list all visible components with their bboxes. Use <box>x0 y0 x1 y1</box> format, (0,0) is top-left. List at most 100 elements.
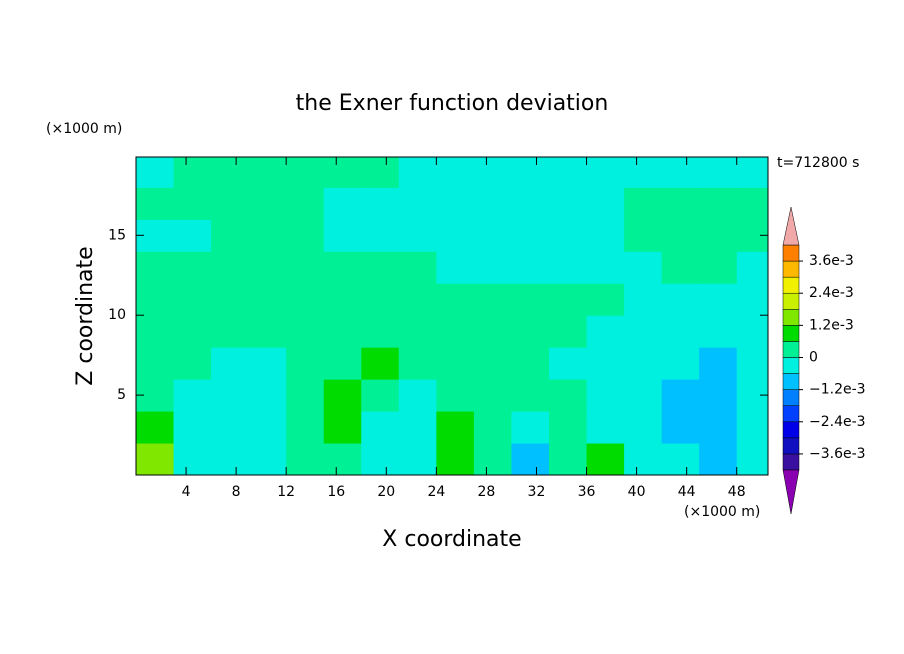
y-tick-label: 5 <box>117 387 126 403</box>
contour-cell <box>624 347 663 380</box>
chart-title: the Exner function deviation <box>296 91 609 116</box>
colorbar-label: 0 <box>809 350 818 366</box>
colorbar-label: −1.2e-3 <box>809 382 866 398</box>
x-tick-label: 44 <box>678 484 696 500</box>
contour-cell <box>286 157 325 188</box>
contour-cell <box>586 315 625 348</box>
contour-cell <box>511 379 550 412</box>
contour-cell <box>323 443 362 476</box>
contour-cell <box>248 187 287 220</box>
contour-cell <box>473 411 512 444</box>
contour-cell <box>586 219 625 252</box>
contour-cell <box>211 315 250 348</box>
contour-cell <box>624 251 663 284</box>
colorbar-band <box>782 309 800 326</box>
colorbar-label: 1.2e-3 <box>809 317 854 333</box>
contour-cell <box>173 347 212 380</box>
contour-cell <box>661 443 700 476</box>
contour-cell <box>624 315 663 348</box>
x-axis-label: X coordinate <box>382 527 521 552</box>
colorbar-label: 2.4e-3 <box>809 285 854 301</box>
contour-cell <box>323 411 362 444</box>
contour-cell <box>548 283 588 316</box>
contour-cell <box>136 251 175 284</box>
contour-cell <box>511 411 550 444</box>
contour-cell <box>136 411 175 444</box>
contour-cell <box>736 157 769 188</box>
contour-cell <box>248 219 287 252</box>
contour-cell <box>173 283 212 316</box>
contour-cell <box>323 315 362 348</box>
contour-cell <box>511 187 550 220</box>
contour-cell <box>661 157 700 188</box>
plot-frame <box>135 156 769 476</box>
contour-cell <box>548 443 588 476</box>
contour-cell <box>586 347 625 380</box>
colorbar-band <box>782 405 800 423</box>
contour-cell <box>286 379 325 412</box>
contour-cell <box>699 347 738 380</box>
x-tick-label: 28 <box>478 484 496 500</box>
contour-cell <box>361 315 400 348</box>
x-tick-label: 36 <box>578 484 596 500</box>
contour-cell <box>173 187 212 220</box>
contour-cell <box>473 251 512 284</box>
contour-cell <box>624 157 663 188</box>
contour-cell <box>436 443 475 476</box>
contour-cell <box>248 315 287 348</box>
contour-cell <box>586 411 625 444</box>
contour-cell <box>661 251 700 284</box>
contour-cell <box>548 187 588 220</box>
contour-cell <box>361 157 400 188</box>
colorbar-label: −2.4e-3 <box>809 414 866 430</box>
contour-cell <box>323 379 362 412</box>
contour-cell <box>436 283 475 316</box>
contour-cell <box>286 187 325 220</box>
contour-cell <box>398 283 437 316</box>
contour-cell <box>136 157 175 188</box>
x-tick-label: 12 <box>277 484 295 500</box>
contour-cell <box>136 283 175 316</box>
contour-cell <box>548 315 588 348</box>
contour-cell <box>736 347 769 380</box>
contour-cell <box>624 187 663 220</box>
contour-cell <box>548 347 588 380</box>
contour-cell <box>286 251 325 284</box>
colorbar-under <box>782 469 800 515</box>
x-tick-label: 48 <box>728 484 746 500</box>
contour-cell <box>323 187 362 220</box>
contour-cell <box>248 443 287 476</box>
contour-cell <box>736 283 769 316</box>
contour-cell <box>586 283 625 316</box>
contour-cell <box>661 187 700 220</box>
contour-cell <box>699 157 738 188</box>
contour-cell <box>699 187 738 220</box>
contour-cell <box>323 219 362 252</box>
contour-cell <box>136 443 175 476</box>
contour-cell <box>323 347 362 380</box>
contour-cell <box>436 219 475 252</box>
x-tick-label: 8 <box>232 484 241 500</box>
contour-cell <box>398 219 437 252</box>
contour-cell <box>586 187 625 220</box>
contour-cell <box>624 411 663 444</box>
contour-cell <box>473 315 512 348</box>
contour-cell <box>136 187 175 220</box>
y-tick-label: 10 <box>108 307 126 323</box>
contour-cell <box>323 283 362 316</box>
contour-cell <box>398 251 437 284</box>
x-tick-label: 4 <box>182 484 191 500</box>
contour-cell <box>548 379 588 412</box>
contour-cell <box>323 157 362 188</box>
contour-cell <box>736 187 769 220</box>
contour-cell <box>361 379 400 412</box>
annotation: t=712800 s <box>777 155 859 171</box>
x-tick-label: 16 <box>327 484 345 500</box>
contour-cell <box>586 157 625 188</box>
y-axis-label: Z coordinate <box>73 246 98 385</box>
contour-cell <box>361 251 400 284</box>
colorbar-band <box>782 357 800 374</box>
contour-cell <box>211 157 250 188</box>
contour-cell <box>248 379 287 412</box>
